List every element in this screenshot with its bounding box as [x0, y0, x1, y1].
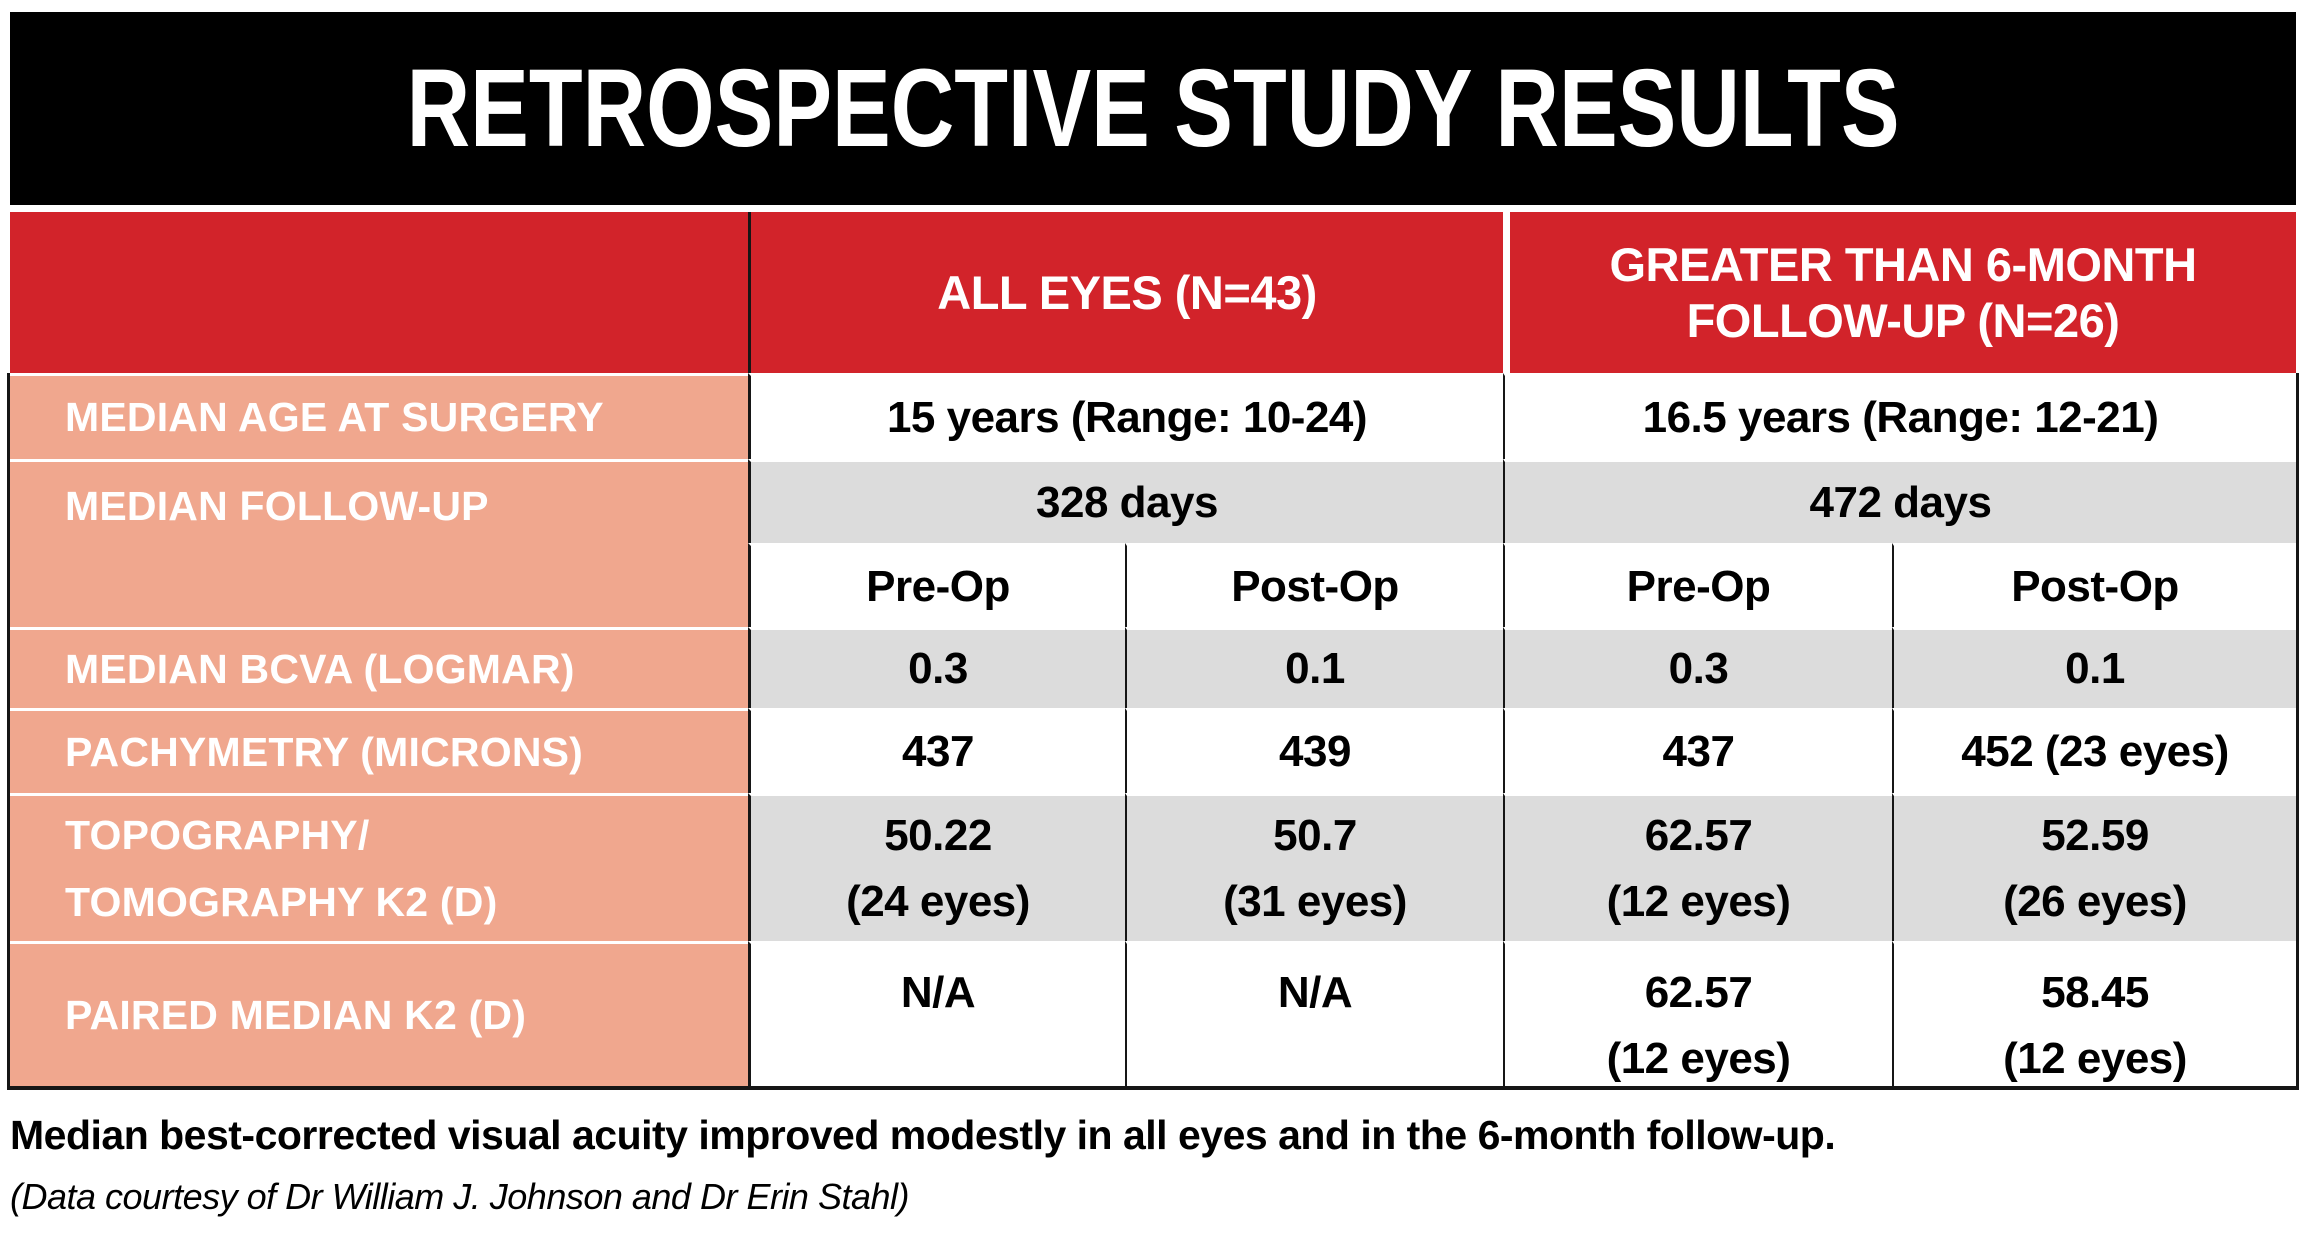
table-header-row: ALL EYES (N=43) GREATER THAN 6-MONTH FOL… — [10, 212, 2296, 373]
cell-topography-preop-greater: 62.57 (12 eyes) — [1503, 793, 1892, 941]
title-bar: RETROSPECTIVE STUDY RESULTS — [10, 12, 2296, 205]
cell-bcva-postop-all: 0.1 — [1125, 627, 1503, 708]
row-label-paired-median-k2: PAIRED MEDIAN K2 (D) — [10, 941, 748, 1086]
cell-age-greater: 16.5 years (Range: 12-21) — [1503, 373, 2296, 459]
row-label-topography-line2: TOMOGRAPHY K2 (D) — [65, 878, 498, 925]
value-note: (31 eyes) — [1223, 876, 1407, 926]
cell-pachymetry-postop-all: 439 — [1125, 708, 1503, 793]
value-note: (12 eyes) — [1606, 1034, 1791, 1083]
cell-pachymetry-postop-greater: 452 (23 eyes) — [1892, 708, 2296, 793]
cell-age-all-eyes: 15 years (Range: 10-24) — [748, 373, 1503, 459]
cell-topography-preop-all: 50.22 (24 eyes) — [748, 793, 1125, 941]
row-label-topography-line1: TOPOGRAPHY/ — [65, 812, 370, 859]
cell-paired-postop-greater: 58.45 (12 eyes) — [1892, 941, 2296, 1086]
value-note: (26 eyes) — [2003, 876, 2187, 926]
column-header-greater-6-month: GREATER THAN 6-MONTH FOLLOW-UP (N=26) — [1503, 212, 2296, 373]
cell-topography-postop-all: 50.7 (31 eyes) — [1125, 793, 1503, 941]
page-title: RETROSPECTIVE STUDY RESULTS — [406, 47, 1900, 170]
header-empty-cell — [10, 212, 748, 373]
cell-pachymetry-preop-greater: 437 — [1503, 708, 1892, 793]
value-note: (12 eyes) — [2003, 1034, 2187, 1083]
cell-paired-postop-all: N/A — [1125, 941, 1503, 1086]
cell-follow-up-greater: 472 days — [1503, 459, 2296, 543]
value: 62.57 — [1644, 810, 1753, 860]
value: N/A — [1277, 968, 1353, 1017]
value: 58.45 — [2041, 968, 2149, 1017]
value: 62.57 — [1644, 968, 1753, 1017]
subheader-post-op-all: Post-Op — [1125, 543, 1503, 627]
row-label-median-bcva: MEDIAN BCVA (LOGMAR) — [10, 627, 748, 708]
cell-topography-postop-greater: 52.59 (26 eyes) — [1892, 793, 2296, 941]
cell-pachymetry-preop-all: 437 — [748, 708, 1125, 793]
value: 50.22 — [884, 810, 992, 860]
table-body: MEDIAN AGE AT SURGERY 15 years (Range: 1… — [7, 373, 2299, 1090]
cell-bcva-preop-greater: 0.3 — [1503, 627, 1892, 708]
row-label-median-follow-up: MEDIAN FOLLOW-UP — [10, 459, 748, 627]
figure-caption: Median best-corrected visual acuity impr… — [10, 1112, 1836, 1158]
column-header-all-eyes: ALL EYES (N=43) — [748, 212, 1503, 373]
row-label-topography: TOPOGRAPHY/ TOMOGRAPHY K2 (D) — [10, 793, 748, 941]
cell-follow-up-all-eyes: 328 days — [748, 459, 1503, 543]
cell-bcva-preop-all: 0.3 — [748, 627, 1125, 708]
value: N/A — [900, 968, 976, 1017]
value-note: (12 eyes) — [1606, 876, 1791, 926]
data-credit: (Data courtesy of Dr William J. Johnson … — [10, 1176, 910, 1217]
cell-bcva-postop-greater: 0.1 — [1892, 627, 2296, 708]
subheader-pre-op-greater: Pre-Op — [1503, 543, 1892, 627]
row-label-median-age: MEDIAN AGE AT SURGERY — [10, 373, 748, 459]
cell-paired-preop-greater: 62.57 (12 eyes) — [1503, 941, 1892, 1086]
value: 50.7 — [1273, 810, 1357, 860]
value: 52.59 — [2041, 810, 2149, 860]
row-label-pachymetry: PACHYMETRY (MICRONS) — [10, 708, 748, 793]
value-note: (24 eyes) — [846, 876, 1030, 926]
cell-paired-preop-all: N/A — [748, 941, 1125, 1086]
subheader-pre-op-all: Pre-Op — [748, 543, 1125, 627]
subheader-post-op-greater: Post-Op — [1892, 543, 2296, 627]
